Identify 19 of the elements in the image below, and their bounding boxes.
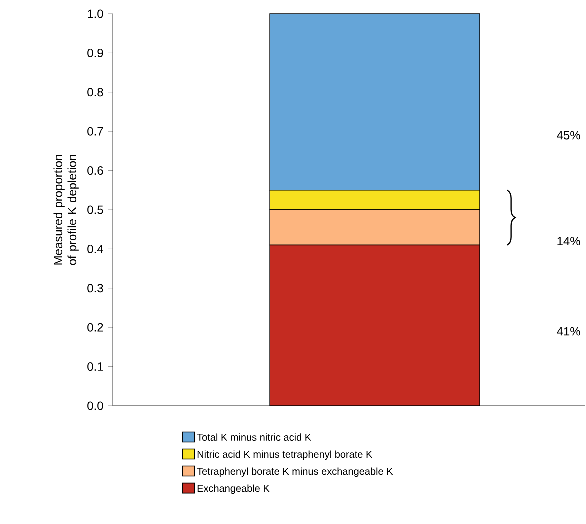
y-tick-label: 1.0 <box>88 10 104 18</box>
y-tick-label: 0.7 <box>88 127 104 136</box>
annotation: 14% <box>558 237 580 246</box>
y-axis-title: Measured proportion of profile K depletion <box>54 155 79 266</box>
y-tick-label: 0.8 <box>88 88 104 97</box>
y-tick-label: 0.0 <box>88 402 104 410</box>
annotation: 45% <box>557 131 580 140</box>
y-tick-label: 0.4 <box>88 244 104 254</box>
y-tick-label: 0.9 <box>88 48 104 58</box>
y-tick-label: 0.6 <box>88 166 104 176</box>
annotation: 41% <box>557 327 580 336</box>
legend-label: Nitric acid K minus tetraphenyl borate K <box>198 450 373 460</box>
legend-label: Exchangeable K <box>198 484 270 494</box>
legend-label: Total K minus nitric acid K <box>197 434 312 442</box>
y-tick-label: 0.3 <box>88 284 104 293</box>
y-tick-label: 0.5 <box>88 206 104 214</box>
y-tick-label: 0.1 <box>88 362 104 372</box>
legend-label: Tetraphenyl borate K minus exchangeable K <box>197 468 394 478</box>
y-tick-label: 0.2 <box>88 323 104 332</box>
